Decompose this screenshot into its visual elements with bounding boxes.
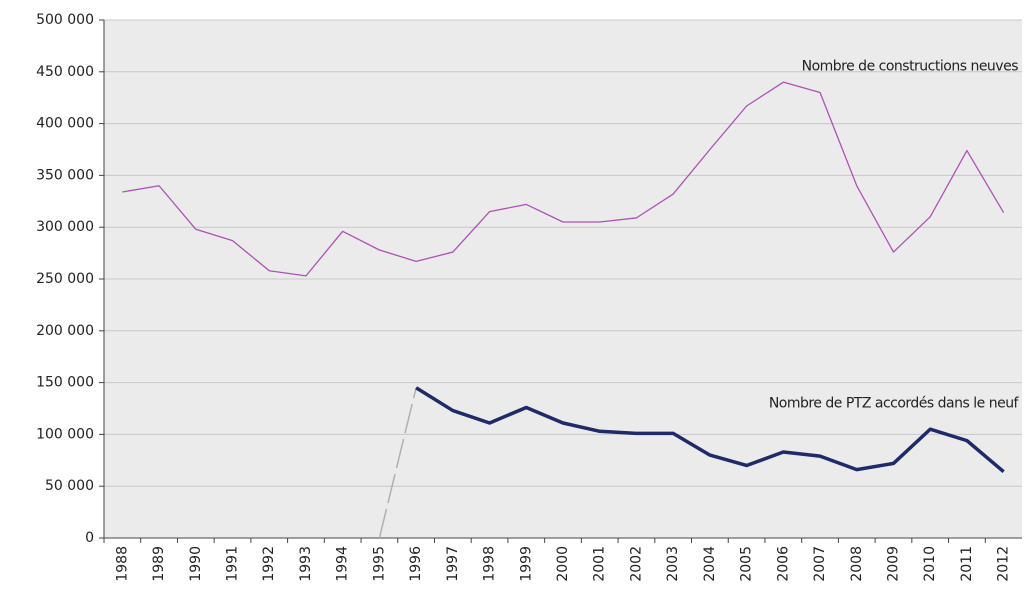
y-tick-label: 350 000 bbox=[36, 167, 94, 183]
y-tick-label: 450 000 bbox=[36, 64, 94, 80]
x-tick-label: 1989 bbox=[151, 546, 167, 582]
x-tick-label: 1995 bbox=[371, 546, 387, 582]
y-tick-label: 100 000 bbox=[36, 426, 94, 442]
x-tick-label: 2002 bbox=[628, 546, 644, 582]
x-tick-label: 1999 bbox=[518, 546, 534, 582]
x-tick-label: 1988 bbox=[114, 546, 130, 582]
x-tick-label: 2010 bbox=[922, 546, 938, 582]
x-tick-label: 2005 bbox=[739, 546, 755, 582]
x-tick-label: 1994 bbox=[335, 546, 351, 582]
x-tick-label: 2008 bbox=[849, 546, 865, 582]
series-label: Nombre de PTZ accordés dans le neuf bbox=[769, 395, 1020, 411]
y-tick-label: 0 bbox=[85, 530, 94, 546]
x-tick-label: 2011 bbox=[959, 546, 975, 582]
lead-in-segment bbox=[378, 387, 417, 539]
x-tick-label: 2012 bbox=[996, 546, 1012, 582]
x-tick-label: 2009 bbox=[885, 546, 901, 582]
y-tick-label: 400 000 bbox=[36, 116, 94, 132]
x-tick-label: 2004 bbox=[702, 546, 718, 582]
x-tick-label: 2003 bbox=[665, 546, 681, 582]
x-tick-label: 1998 bbox=[482, 546, 498, 582]
y-tick-label: 250 000 bbox=[36, 271, 94, 287]
x-tick-label: 1993 bbox=[298, 546, 314, 582]
x-tick-label: 1990 bbox=[188, 546, 204, 582]
y-tick-label: 500 000 bbox=[36, 12, 94, 28]
x-tick-label: 2006 bbox=[775, 546, 791, 582]
x-tick-label: 2001 bbox=[592, 546, 608, 582]
x-tick-label: 2000 bbox=[555, 546, 571, 582]
x-tick-label: 1996 bbox=[408, 546, 424, 582]
x-tick-label: 1992 bbox=[261, 546, 277, 582]
series-line bbox=[122, 81, 1005, 277]
y-tick-label: 200 000 bbox=[36, 323, 94, 339]
series-label: Nombre de constructions neuves bbox=[802, 59, 1019, 75]
x-tick-label: 1997 bbox=[445, 546, 461, 582]
y-tick-label: 50 000 bbox=[45, 478, 94, 494]
y-tick-label: 300 000 bbox=[36, 219, 94, 235]
x-tick-label: 2007 bbox=[812, 546, 828, 582]
y-tick-label: 150 000 bbox=[36, 375, 94, 391]
x-tick-label: 1991 bbox=[225, 546, 241, 582]
series-line bbox=[415, 386, 1005, 474]
